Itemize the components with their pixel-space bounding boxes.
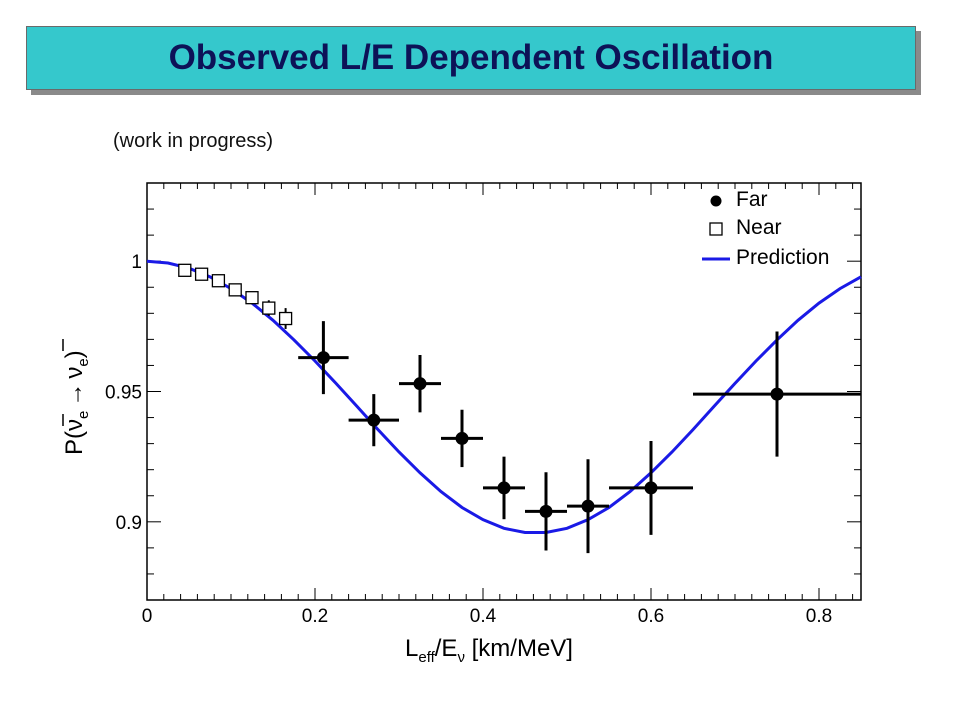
axis-ticks: 0 0.2 0.4 0.6 0.8 0.9 0.95 1 <box>105 182 861 627</box>
y-tick-label: 0.9 <box>116 513 142 534</box>
near-point <box>228 283 242 297</box>
far-point <box>367 413 381 427</box>
far-point <box>497 481 511 495</box>
far-point <box>455 431 469 445</box>
far-point <box>413 377 427 391</box>
progress-note: (work in progress) <box>113 130 274 152</box>
x-tick-label: 0.6 <box>638 606 664 627</box>
far-point <box>644 481 658 495</box>
far-point <box>770 387 784 401</box>
x-tick-label: 0.4 <box>470 606 497 627</box>
y-axis-label: P(νe→νe) <box>61 339 92 455</box>
legend: Far Near Prediction <box>702 188 829 269</box>
x-tick-label: 0.2 <box>302 606 328 627</box>
x-tick-label: 0.8 <box>806 606 832 627</box>
far-point <box>316 351 330 365</box>
legend-near-marker <box>709 222 723 236</box>
legend-prediction-label: Prediction <box>736 246 829 269</box>
legend-near-label: Near <box>736 216 782 239</box>
y-tick-label: 1 <box>131 252 142 273</box>
far-series <box>298 321 861 554</box>
legend-far-label: Far <box>736 188 768 211</box>
near-point <box>262 301 276 315</box>
x-axis-label: Leff/Eν [km/MeV] <box>405 635 573 666</box>
y-tick-label: 0.95 <box>105 383 142 404</box>
near-point <box>278 311 293 326</box>
page-title: Observed L/E Dependent Oscillation <box>168 38 774 77</box>
far-point <box>539 504 553 518</box>
near-point <box>178 263 192 277</box>
title-banner: Observed L/E Dependent Oscillation <box>26 26 916 90</box>
near-series <box>178 263 293 329</box>
near-point <box>211 274 226 288</box>
x-tick-label: 0 <box>142 606 153 627</box>
svg-text:P(νe→νe): P(νe→νe) <box>61 350 92 455</box>
near-point <box>194 267 209 281</box>
near-point <box>245 291 259 305</box>
legend-far-marker <box>710 195 722 207</box>
far-point <box>581 499 595 513</box>
